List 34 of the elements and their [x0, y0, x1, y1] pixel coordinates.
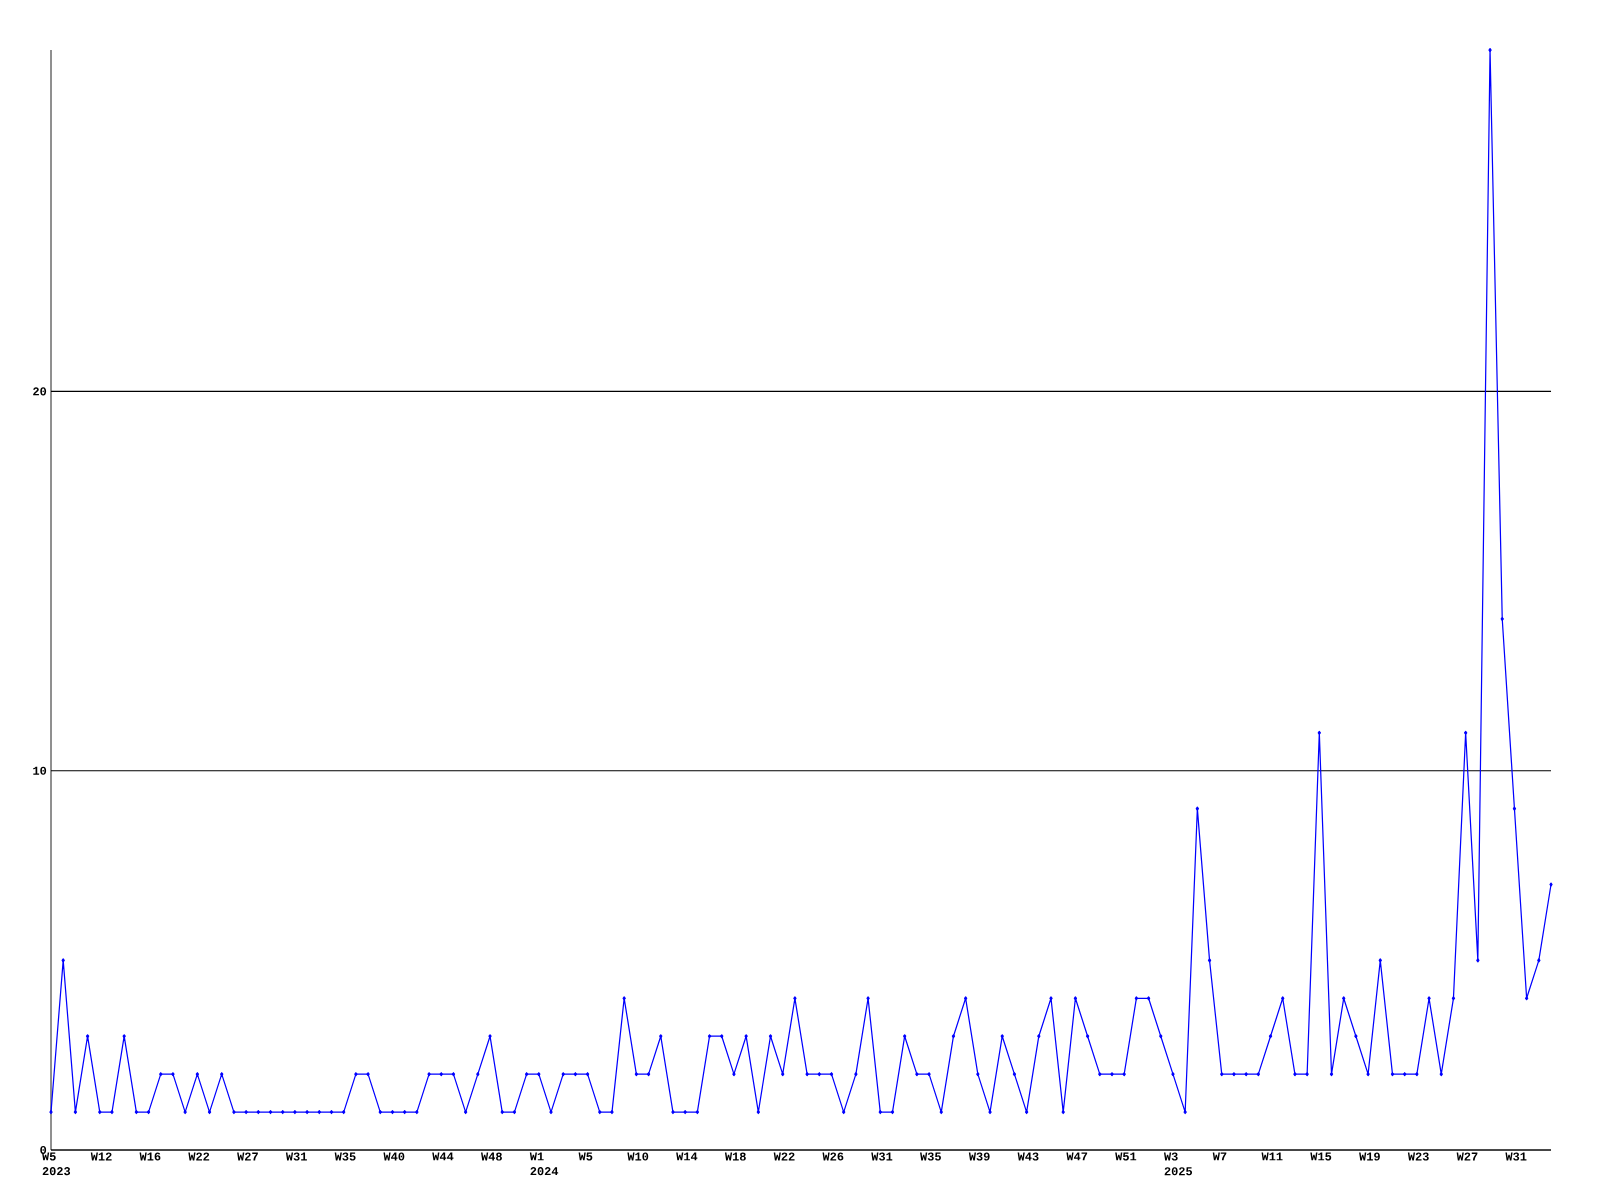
x-tick-label: W16: [139, 1152, 161, 1161]
x-tick-label: W35: [920, 1152, 941, 1161]
x-tick-label: W11: [1261, 1152, 1283, 1161]
x-tick-label: W18: [724, 1152, 746, 1161]
y-tick-label: 10: [33, 766, 47, 775]
x-tick-label: W40: [383, 1152, 405, 1161]
x-tick-label: W10: [627, 1152, 649, 1161]
y-tick-label: 20: [33, 387, 47, 396]
x-tick-label: W7: [1212, 1152, 1227, 1161]
x-tick-label: W5 2023: [42, 1152, 71, 1176]
x-tick-label: W35: [334, 1152, 356, 1161]
x-tick-label: W26: [822, 1152, 844, 1161]
x-tick-label: W27: [1456, 1152, 1478, 1161]
x-tick-label: W1 2024: [529, 1152, 559, 1176]
x-tick-label: W22: [188, 1152, 210, 1161]
x-tick-label: W14: [676, 1152, 698, 1161]
x-tick-label: W31: [1505, 1152, 1527, 1161]
x-tick-label: W22: [773, 1152, 795, 1161]
x-tick-label: W5: [578, 1152, 593, 1161]
x-tick-label: W23: [1407, 1152, 1429, 1161]
x-tick-label: W19: [1359, 1152, 1380, 1161]
x-tick-label: W3 2025: [1163, 1152, 1193, 1176]
x-tick-label: W47: [1066, 1152, 1088, 1161]
x-tick-label: W51: [1115, 1152, 1137, 1161]
x-tick-label: W43: [1017, 1152, 1039, 1161]
x-tick-label: W12: [90, 1152, 112, 1161]
y-tick-label: 0: [40, 1145, 47, 1155]
x-tick-label: W31: [285, 1152, 307, 1161]
x-tick-label: W15: [1310, 1152, 1332, 1161]
x-tick-label: W39: [968, 1152, 990, 1161]
x-tick-label: W27: [237, 1152, 258, 1161]
x-tick-label: W48: [481, 1152, 502, 1161]
x-tick-label: W31: [871, 1152, 893, 1161]
x-tick-label: W44: [432, 1152, 454, 1161]
